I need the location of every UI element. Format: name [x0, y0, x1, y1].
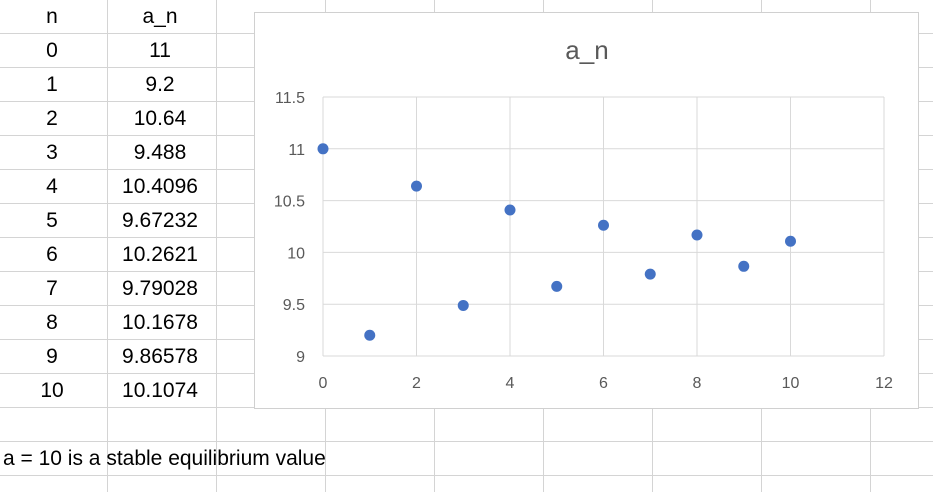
x-tick-label: 0 — [319, 375, 328, 392]
chart-canvas: a_n 0 2 4 6 8 10 12 9 9.5 10 10.5 11 11.5 — [274, 35, 893, 392]
y-tick-label: 9 — [296, 349, 305, 366]
data-point[interactable] — [411, 180, 422, 192]
data-point[interactable] — [457, 299, 469, 311]
gridlines — [322, 96, 885, 357]
cell-a-n[interactable]: 9.86578 — [122, 345, 198, 368]
y-tick-label: 11.5 — [275, 90, 305, 107]
cell-a-n[interactable]: 9.2 — [145, 73, 175, 96]
data-points — [317, 143, 796, 341]
cell-n[interactable]: 7 — [46, 277, 58, 300]
cell-n[interactable]: 8 — [46, 311, 58, 334]
cell-a-n[interactable]: 10.4096 — [122, 175, 198, 198]
data-point[interactable] — [317, 143, 329, 155]
cell-n[interactable]: 10 — [40, 379, 64, 402]
data-point[interactable] — [738, 260, 750, 272]
header-n[interactable]: n — [46, 5, 58, 28]
y-tick-label: 11 — [288, 142, 305, 159]
scatter-chart[interactable]: a_n 0 2 4 6 8 10 12 9 9.5 10 10.5 11 11.5 — [254, 12, 919, 409]
data-point[interactable] — [364, 329, 376, 341]
data-point[interactable] — [691, 229, 703, 241]
chart-title: a_n — [565, 35, 608, 65]
tick-labels: 0 2 4 6 8 10 12 9 9.5 10 10.5 11 11.5 — [274, 90, 893, 392]
cell-a-n[interactable]: 10.2621 — [122, 243, 198, 266]
cell-n[interactable]: 6 — [46, 243, 58, 266]
x-tick-label: 10 — [782, 375, 800, 392]
cell-n[interactable]: 0 — [46, 39, 58, 62]
cell-a-n[interactable]: 11 — [149, 39, 171, 62]
x-tick-label: 4 — [506, 375, 515, 392]
x-tick-label: 6 — [599, 375, 608, 392]
cell-a-n[interactable]: 9.67232 — [122, 209, 198, 232]
cell-n[interactable]: 5 — [46, 209, 58, 232]
cell-a-n[interactable]: 10.1074 — [122, 379, 198, 402]
cell-a-n[interactable]: 9.488 — [133, 141, 187, 164]
x-tick-label: 8 — [693, 375, 702, 392]
cell-a-n[interactable]: 10.1678 — [122, 311, 198, 334]
cell-a-n[interactable]: 9.79028 — [122, 277, 198, 300]
cell-n[interactable]: 3 — [46, 141, 58, 164]
cell-n[interactable]: 1 — [46, 73, 58, 96]
data-point[interactable] — [785, 235, 796, 247]
x-tick-label: 2 — [412, 375, 421, 392]
header-a-n[interactable]: a_n — [142, 5, 178, 28]
y-tick-label: 10 — [287, 245, 305, 262]
data-point[interactable] — [598, 219, 609, 231]
y-tick-label: 10.5 — [274, 194, 305, 211]
y-tick-label: 9.5 — [283, 297, 305, 314]
data-point[interactable] — [551, 280, 563, 292]
note-cell[interactable]: a = 10 is a stable equilibrium value — [3, 447, 326, 470]
data-point[interactable] — [644, 268, 656, 280]
cell-n[interactable]: 9 — [46, 345, 58, 368]
data-point[interactable] — [504, 204, 516, 216]
cell-n[interactable]: 4 — [46, 175, 58, 198]
x-tick-label: 12 — [875, 375, 893, 392]
cell-n[interactable]: 2 — [46, 107, 58, 130]
cell-a-n[interactable]: 10.64 — [133, 107, 187, 130]
